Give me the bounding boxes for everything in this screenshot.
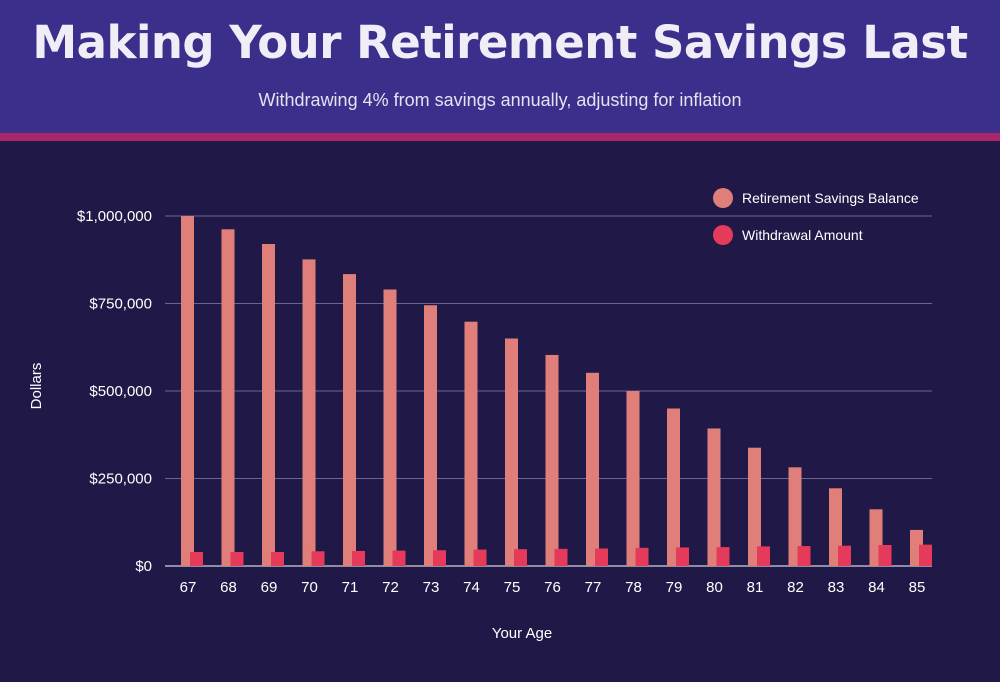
legend-label-balance: Retirement Savings Balance — [742, 190, 919, 206]
x-tick-label: 84 — [868, 579, 885, 596]
x-tick-label: 77 — [585, 579, 602, 596]
bar-withdrawal — [595, 548, 608, 566]
header-banner — [0, 0, 1000, 133]
bar-balance — [262, 244, 275, 566]
bar-withdrawal — [635, 547, 649, 566]
header-accent-stripe — [0, 133, 1000, 141]
x-tick-label: 82 — [787, 579, 804, 596]
bar-balance — [424, 305, 437, 566]
y-axis-ticks: $0 $250,000 $500,000 $750,000 $1,000,000 — [77, 208, 152, 575]
x-tick-label: 75 — [504, 579, 521, 596]
bars — [181, 216, 932, 567]
legend-marker-balance — [713, 188, 733, 208]
bar-balance — [626, 391, 640, 566]
y-tick-label: $250,000 — [89, 471, 152, 488]
bar-withdrawal — [230, 552, 244, 566]
bar-withdrawal — [473, 549, 487, 566]
x-tick-label: 73 — [423, 579, 440, 596]
x-axis-title: Your Age — [492, 625, 552, 642]
bar-withdrawal — [352, 550, 365, 566]
bar-withdrawal — [716, 547, 730, 566]
bar-withdrawal — [311, 551, 325, 566]
legend-label-withdrawal: Withdrawal Amount — [742, 227, 863, 243]
x-tick-label: 76 — [544, 579, 561, 596]
bar-balance — [343, 274, 356, 566]
bar-balance — [586, 372, 599, 566]
page-subtitle: Withdrawing 4% from savings annually, ad… — [258, 90, 742, 110]
x-tick-label: 80 — [706, 579, 723, 596]
y-tick-label: $1,000,000 — [77, 208, 152, 225]
x-axis-ticks: 67 68 69 70 71 72 73 74 75 76 77 78 79 80 81 82 83 84 85 — [180, 579, 926, 596]
bar-balance — [302, 259, 316, 566]
bar-withdrawal — [797, 546, 811, 566]
x-tick-label: 83 — [828, 579, 845, 596]
bar-balance — [505, 338, 518, 566]
legend-marker-withdrawal — [713, 225, 733, 245]
x-tick-label: 71 — [342, 579, 359, 596]
x-tick-label: 67 — [180, 579, 197, 596]
bar-balance — [748, 447, 761, 566]
bar-balance — [667, 408, 680, 566]
y-tick-label: $750,000 — [89, 296, 152, 313]
bar-withdrawal — [554, 548, 568, 566]
bar-withdrawal — [514, 549, 527, 566]
bar-withdrawal — [757, 546, 770, 566]
bar-balance — [464, 321, 478, 566]
x-tick-label: 74 — [463, 579, 480, 596]
bar-balance — [221, 229, 235, 567]
x-tick-label: 69 — [261, 579, 278, 596]
bar-withdrawal — [676, 547, 689, 566]
bar-withdrawal — [878, 545, 892, 566]
bar-withdrawal — [271, 552, 284, 566]
bar-balance — [383, 289, 397, 566]
x-tick-label: 72 — [382, 579, 399, 596]
x-tick-label: 81 — [747, 579, 764, 596]
x-tick-label: 78 — [625, 579, 642, 596]
bar-withdrawal — [433, 550, 446, 566]
bar-withdrawal — [838, 545, 851, 566]
x-tick-label: 70 — [301, 579, 318, 596]
bar-balance — [545, 354, 559, 566]
x-tick-label: 68 — [220, 579, 237, 596]
y-tick-label: $0 — [135, 558, 152, 575]
bar-withdrawal — [190, 552, 203, 566]
bar-withdrawal — [392, 550, 406, 566]
y-tick-label: $500,000 — [89, 383, 152, 400]
bar-balance — [707, 428, 721, 566]
legend: Retirement Savings Balance Withdrawal Am… — [713, 188, 919, 245]
bar-withdrawal — [919, 544, 932, 566]
x-tick-label: 85 — [909, 579, 926, 596]
y-axis-title: Dollars — [28, 363, 45, 410]
bar-balance — [788, 467, 802, 566]
page-title: Making Your Retirement Savings Last — [32, 16, 968, 69]
bar-balance — [181, 216, 194, 566]
x-tick-label: 79 — [666, 579, 683, 596]
